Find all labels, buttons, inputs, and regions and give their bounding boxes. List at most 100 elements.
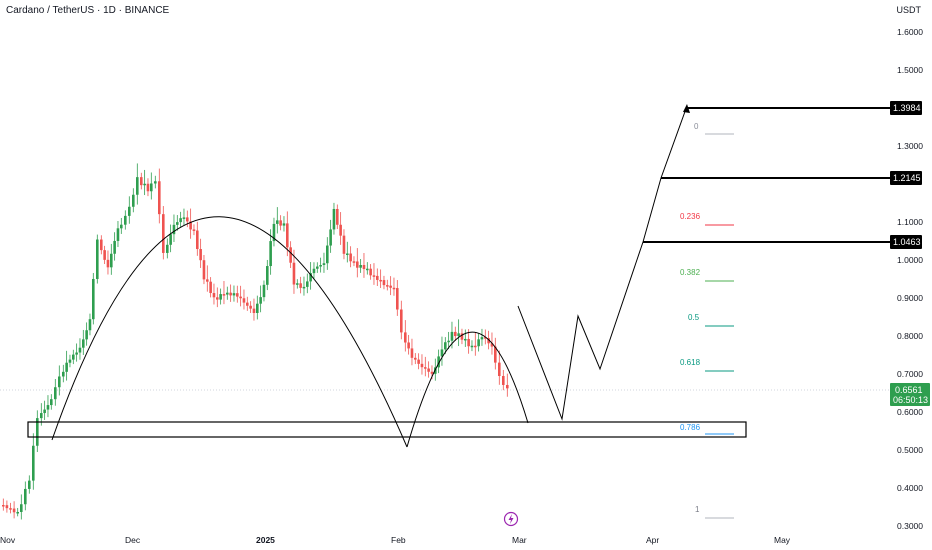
candle-body	[140, 177, 143, 186]
candle-body	[266, 266, 269, 285]
candle-body	[124, 215, 127, 225]
candle-body	[106, 259, 110, 268]
candle-body	[362, 264, 366, 270]
candle-body	[162, 214, 165, 253]
candle-body	[5, 505, 9, 509]
price-tick: 1.0000	[897, 255, 923, 265]
candle-body	[312, 268, 316, 274]
time-axis[interactable]: Nov Dec 2025 Feb Mar Apr May	[0, 535, 791, 545]
candle-body	[372, 275, 376, 277]
candle-body	[467, 338, 470, 347]
fib-retracement[interactable]: 0 0.236 0.382 0.5 0.618 0.786 1	[680, 122, 734, 519]
candle-body	[276, 220, 279, 224]
candle-body	[169, 234, 172, 245]
candle-body	[326, 245, 329, 264]
candle-body	[132, 194, 135, 207]
candle-body	[396, 288, 399, 310]
price-tick: 0.3000	[897, 521, 923, 531]
candle-body	[477, 339, 480, 347]
candle-body	[179, 218, 182, 223]
candle-body	[379, 279, 382, 282]
time-tick: Nov	[0, 535, 16, 545]
candle-body	[28, 480, 31, 489]
candle-body	[16, 511, 19, 514]
symbol-title[interactable]: Cardano / TetherUS · 1D · BINANCE	[6, 5, 170, 16]
candle-body	[339, 224, 342, 236]
candle-body	[85, 330, 88, 340]
candle-body	[480, 337, 484, 340]
candle-body	[58, 376, 61, 388]
candle-body	[249, 305, 252, 309]
candle-body	[286, 223, 289, 248]
candle-body	[32, 445, 35, 481]
candle-body	[289, 247, 292, 263]
candle-body	[100, 239, 103, 251]
candle-body	[20, 504, 23, 512]
candle-body	[460, 333, 464, 340]
candle-body	[128, 206, 131, 216]
price-tick: 0.8000	[897, 331, 923, 341]
candle-body	[120, 224, 123, 229]
candle-body	[54, 387, 57, 400]
candle-body	[316, 266, 319, 269]
candle-body	[62, 371, 65, 377]
candle-body	[202, 260, 206, 280]
candle-body	[454, 331, 457, 337]
candle-body	[389, 285, 392, 288]
candle-body	[154, 181, 157, 184]
time-tick: Mar	[512, 535, 527, 545]
candle-body	[430, 371, 434, 374]
candle-body	[444, 342, 447, 350]
candle-body	[490, 343, 494, 347]
svg-text:06:50:13: 06:50:13	[893, 395, 928, 405]
candle-body	[302, 286, 306, 289]
fib-label-0618: 0.618	[680, 358, 701, 367]
candle-body	[92, 278, 95, 320]
candle-body	[75, 352, 78, 355]
price-tick: 1.6000	[897, 27, 923, 37]
candle-body	[470, 345, 474, 348]
price-axis[interactable]: 1.6000 1.5000 1.3000 1.1000 1.0000 0.900…	[897, 27, 923, 531]
svg-text:1.3984: 1.3984	[893, 103, 921, 113]
candle-body	[366, 268, 369, 271]
candle-body	[158, 181, 161, 215]
price-tick: 0.9000	[897, 293, 923, 303]
price-tick: 1.3000	[897, 141, 923, 151]
candle-body	[212, 293, 216, 298]
candle-body	[319, 264, 322, 267]
price-tick: 0.7000	[897, 369, 923, 379]
candle-body	[427, 368, 430, 372]
fib-label-0382: 0.382	[680, 268, 701, 277]
candle-body	[474, 345, 477, 348]
candle-body	[110, 253, 113, 268]
candle-body	[192, 229, 196, 231]
time-tick: May	[774, 535, 791, 545]
price-tick: 1.5000	[897, 65, 923, 75]
svg-text:0.6561: 0.6561	[895, 385, 923, 395]
candle-body	[336, 208, 339, 225]
projection-path	[517, 105, 688, 421]
lightning-icon[interactable]	[503, 511, 519, 527]
candle-body	[369, 268, 372, 276]
candle-body	[172, 224, 176, 235]
candle-body	[222, 294, 226, 296]
candle-body	[196, 230, 199, 250]
candle-body	[72, 354, 75, 360]
candle-body	[232, 293, 236, 296]
candle-body	[146, 183, 150, 192]
candle-body	[382, 280, 386, 286]
svg-text:1.0463: 1.0463	[893, 237, 921, 247]
small-arc	[406, 331, 529, 448]
candle-body	[282, 223, 286, 226]
fib-label-05: 0.5	[688, 313, 700, 322]
candle-body	[356, 261, 359, 268]
candle-body	[2, 505, 5, 507]
candle-body	[259, 297, 262, 304]
candle-body	[332, 208, 336, 230]
candle-body	[386, 285, 389, 287]
candle-body	[292, 262, 296, 285]
candle-body	[498, 362, 501, 377]
price-tag-2: 1.2145	[890, 171, 922, 185]
candle-body	[229, 292, 232, 296]
